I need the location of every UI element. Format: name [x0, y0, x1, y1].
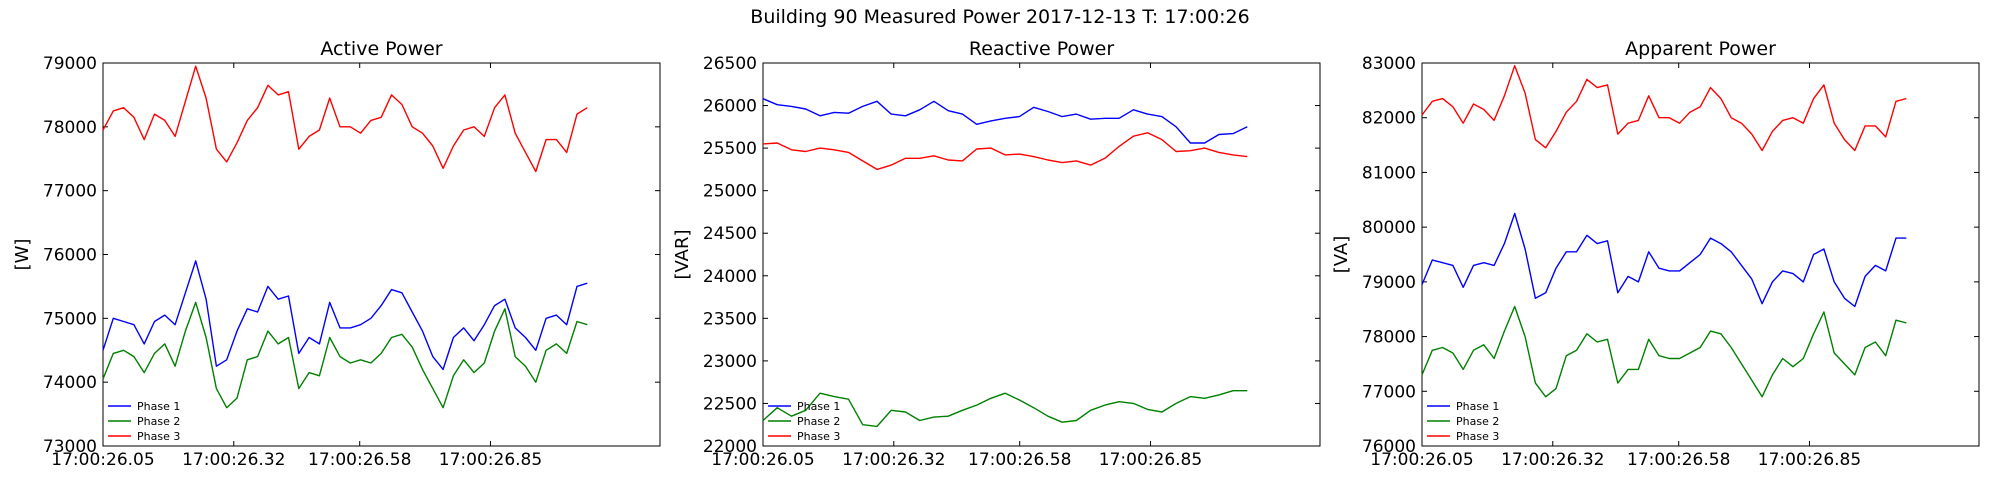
y-tick-label: 74000 [43, 373, 97, 393]
y-tick-label: 22000 [703, 437, 757, 457]
plot-frame-2 [762, 62, 1321, 447]
y-tick-label: 26500 [703, 54, 757, 74]
x-tick-label: 17:00:26.85 [1099, 450, 1202, 470]
y-tick-label: 73000 [43, 437, 97, 457]
legend-label-phase-2: Phase 2 [137, 415, 180, 428]
series-line-phase-1 [102, 260, 588, 371]
y-tick-label: 25000 [703, 182, 757, 202]
y-tick-label: 78000 [1362, 328, 1416, 348]
x-tick-label: 17:00:26.58 [968, 450, 1071, 470]
x-tick-label: 17:00:26.05 [51, 450, 154, 470]
x-tick-label: 17:00:26.85 [439, 450, 542, 470]
x-tick-label: 17:00:26.05 [711, 450, 814, 470]
x-tick-label: 17:00:26.58 [1627, 450, 1730, 470]
y-tick-label: 77000 [43, 182, 97, 202]
y-tick-label: 79000 [43, 54, 97, 74]
y-tick-label: 82000 [1362, 109, 1416, 129]
y-tick-label: 22500 [703, 394, 757, 414]
panel-title-3: Apparent Power [1625, 38, 1776, 60]
series-line-phase-2 [102, 301, 588, 409]
y-tick-label: 23500 [703, 309, 757, 329]
legend-label-phase-3: Phase 3 [1456, 430, 1499, 443]
figure-title: Building 90 Measured Power 2017-12-13 T:… [750, 6, 1250, 28]
x-tick-label: 17:00:26.05 [1370, 450, 1473, 470]
y-tick-label: 78000 [43, 118, 97, 138]
y-tick-label: 77000 [1362, 382, 1416, 402]
plot-frame-1 [102, 62, 661, 447]
panel-title-2: Reactive Power [969, 38, 1114, 60]
plot-frame-3 [1421, 62, 1980, 447]
x-tick-label: 17:00:26.32 [842, 450, 945, 470]
legend-label-phase-3: Phase 3 [797, 430, 840, 443]
y-tick-label: 81000 [1362, 163, 1416, 183]
legend-label-phase-2: Phase 2 [1456, 415, 1499, 428]
series-line-phase-1 [1421, 212, 1907, 308]
y-axis-label-3: [VA] [1331, 236, 1352, 274]
legend-label-phase-3: Phase 3 [137, 430, 180, 443]
y-axis-label-1: [W] [12, 239, 33, 271]
y-tick-label: 75000 [43, 309, 97, 329]
x-tick-label: 17:00:26.58 [308, 450, 411, 470]
series-line-phase-2 [762, 390, 1248, 428]
series-line-phase-3 [1421, 64, 1907, 152]
x-tick-label: 17:00:26.32 [182, 450, 285, 470]
y-tick-label: 24000 [703, 267, 757, 287]
y-tick-label: 83000 [1362, 54, 1416, 74]
y-tick-label: 76000 [43, 246, 97, 266]
panel-title-1: Active Power [320, 38, 442, 60]
y-tick-label: 76000 [1362, 437, 1416, 457]
legend-label-phase-2: Phase 2 [797, 415, 840, 428]
y-tick-label: 26000 [703, 97, 757, 117]
y-tick-label: 24500 [703, 224, 757, 244]
y-tick-label: 80000 [1362, 218, 1416, 238]
legend-label-phase-1: Phase 1 [137, 400, 180, 413]
legend-label-phase-1: Phase 1 [1456, 400, 1499, 413]
series-line-phase-1 [762, 98, 1248, 144]
legend-label-phase-1: Phase 1 [797, 400, 840, 413]
y-tick-label: 23000 [703, 352, 757, 372]
y-tick-label: 25500 [703, 139, 757, 159]
y-tick-label: 79000 [1362, 273, 1416, 293]
series-line-phase-3 [102, 65, 588, 173]
series-line-phase-3 [762, 132, 1248, 171]
x-tick-label: 17:00:26.85 [1758, 450, 1861, 470]
y-axis-label-2: [VAR] [672, 229, 693, 279]
series-line-phase-2 [1421, 305, 1907, 398]
x-tick-label: 17:00:26.32 [1501, 450, 1604, 470]
